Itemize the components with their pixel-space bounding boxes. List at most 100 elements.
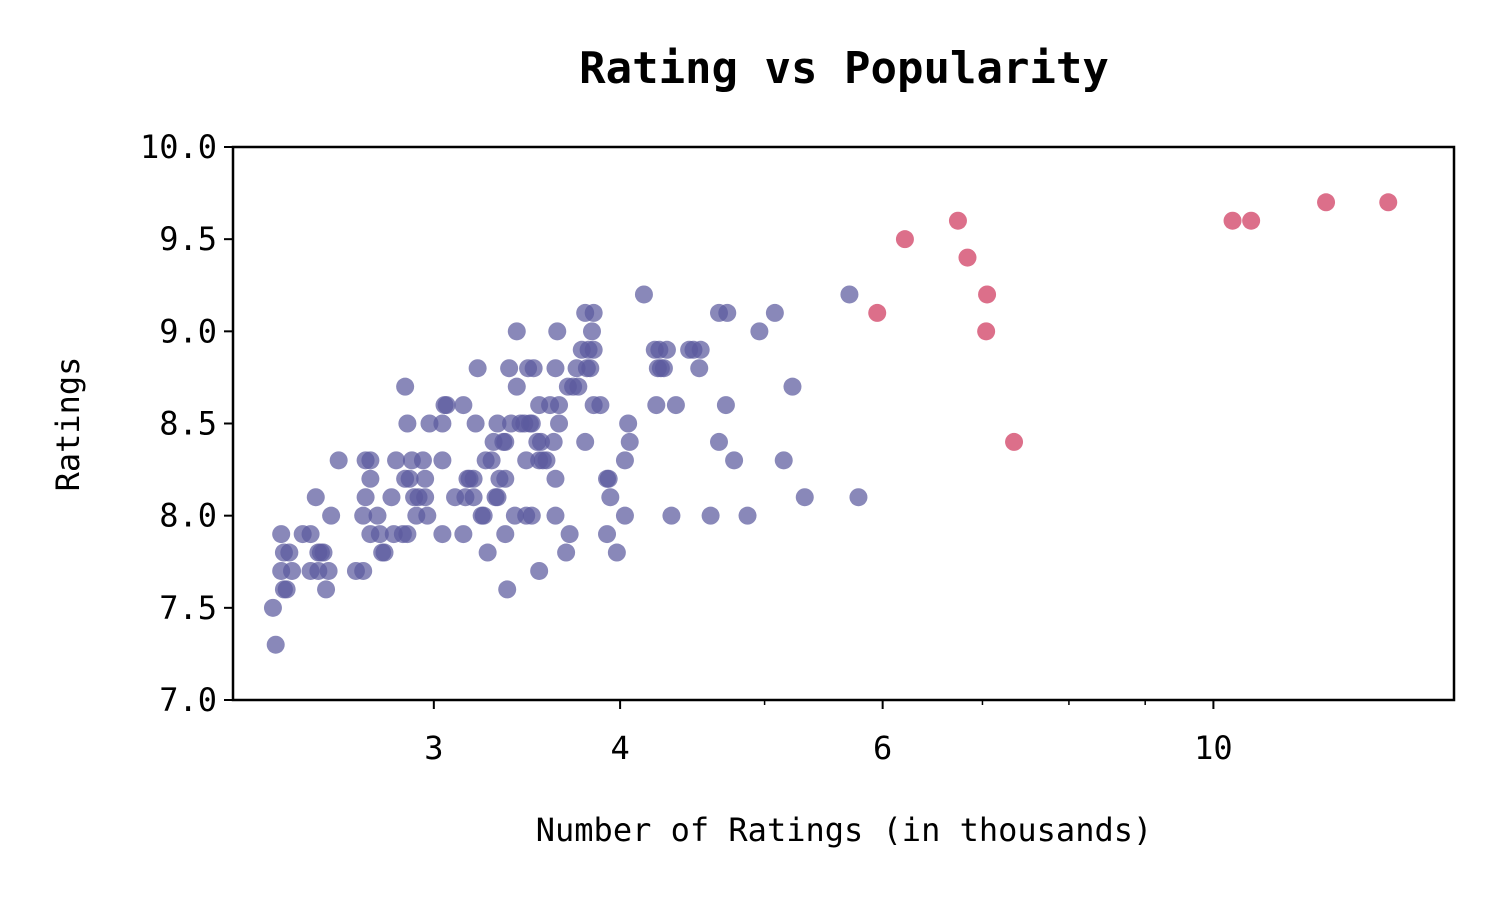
plot-frame xyxy=(231,145,1456,702)
y-tick-label: 8.5 xyxy=(159,405,217,443)
data-point xyxy=(738,506,757,525)
data-point xyxy=(474,506,493,525)
data-point xyxy=(329,451,348,470)
data-point xyxy=(546,506,565,525)
data-point xyxy=(322,506,341,525)
data-point xyxy=(948,211,967,230)
data-point xyxy=(354,506,373,525)
data-point xyxy=(598,525,617,544)
data-point xyxy=(522,506,541,525)
data-point xyxy=(433,525,452,544)
data-point xyxy=(795,488,814,507)
data-point xyxy=(454,525,473,544)
data-point xyxy=(277,580,296,599)
data-point xyxy=(361,451,380,470)
data-point xyxy=(418,506,437,525)
data-point xyxy=(413,451,432,470)
data-point xyxy=(774,451,793,470)
data-point xyxy=(607,543,626,562)
data-point xyxy=(581,359,600,378)
y-tick-label: 10.0 xyxy=(140,128,217,166)
data-point xyxy=(530,561,549,580)
data-point xyxy=(601,488,620,507)
data-point xyxy=(560,525,579,544)
data-point xyxy=(1379,193,1398,212)
series-2 xyxy=(868,193,1398,451)
data-point xyxy=(272,525,291,544)
data-point xyxy=(433,414,452,433)
axes-layer: 7.0 7.5 8.0 8.5 9.0 9.5 10.0 3 4 6 10 xyxy=(140,128,1233,767)
data-point xyxy=(1317,193,1336,212)
y-tick-label: 9.0 xyxy=(159,312,217,350)
data-point xyxy=(454,396,473,415)
data-point xyxy=(466,414,485,433)
data-point xyxy=(895,230,914,249)
data-point xyxy=(488,414,507,433)
data-point xyxy=(500,359,519,378)
data-point xyxy=(546,469,565,488)
data-point xyxy=(599,469,618,488)
data-point xyxy=(619,414,638,433)
data-point xyxy=(522,414,541,433)
points-layer xyxy=(263,193,1398,654)
y-tick-label: 7.5 xyxy=(159,589,217,627)
data-point xyxy=(361,469,380,488)
data-point xyxy=(978,285,997,304)
data-point xyxy=(398,414,417,433)
data-point xyxy=(1223,211,1242,230)
data-point xyxy=(301,525,320,544)
data-point xyxy=(1005,432,1024,451)
y-axis-label: Ratings xyxy=(49,357,87,492)
data-point xyxy=(420,414,439,433)
data-point xyxy=(370,525,389,544)
data-point xyxy=(620,432,639,451)
data-point xyxy=(507,322,526,341)
data-point xyxy=(666,396,685,415)
data-point xyxy=(654,359,673,378)
data-point xyxy=(368,506,387,525)
data-point xyxy=(280,543,299,562)
data-point xyxy=(468,359,487,378)
data-point xyxy=(482,451,501,470)
data-point xyxy=(584,340,603,359)
data-point xyxy=(396,377,415,396)
data-point xyxy=(657,340,676,359)
data-point xyxy=(662,506,681,525)
data-point xyxy=(546,359,565,378)
data-point xyxy=(691,340,710,359)
data-point xyxy=(634,285,653,304)
data-point xyxy=(958,248,977,267)
data-point xyxy=(765,303,784,322)
data-point xyxy=(725,451,744,470)
data-point xyxy=(701,506,720,525)
data-point xyxy=(615,451,634,470)
data-point xyxy=(319,561,338,580)
data-point xyxy=(496,525,515,544)
data-point xyxy=(266,635,285,654)
data-point xyxy=(283,561,302,580)
data-point xyxy=(306,488,325,507)
data-point xyxy=(382,488,401,507)
data-point xyxy=(437,396,456,415)
data-point xyxy=(354,561,373,580)
data-point xyxy=(263,598,282,617)
data-point xyxy=(400,469,419,488)
data-point xyxy=(496,432,515,451)
data-point xyxy=(977,322,996,341)
data-point xyxy=(750,322,769,341)
data-point xyxy=(718,303,737,322)
data-point xyxy=(591,396,610,415)
data-point xyxy=(550,396,569,415)
data-point xyxy=(524,359,543,378)
data-point xyxy=(576,432,595,451)
y-tick-label: 7.0 xyxy=(159,681,217,719)
x-tick-label: 4 xyxy=(610,729,629,767)
data-point xyxy=(544,432,563,451)
y-tick-label: 9.5 xyxy=(159,220,217,258)
data-point xyxy=(464,469,483,488)
x-axis-label: Number of Ratings (in thousands) xyxy=(536,811,1153,849)
data-point xyxy=(582,322,601,341)
x-tick-label: 3 xyxy=(424,729,443,767)
